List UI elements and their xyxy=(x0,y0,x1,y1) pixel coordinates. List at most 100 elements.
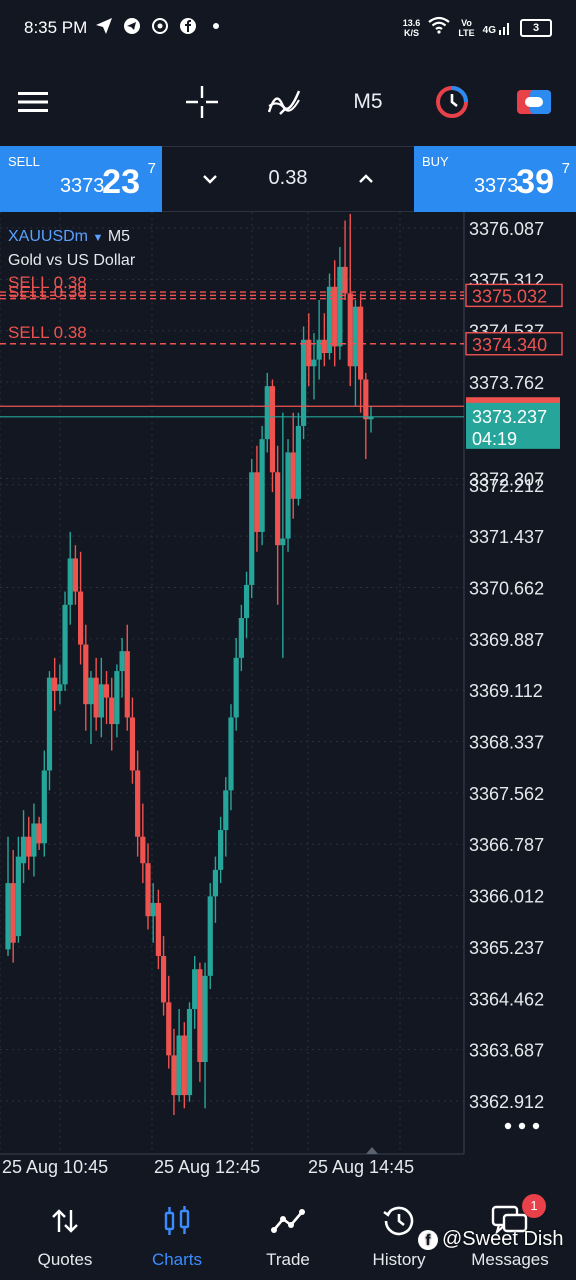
candle-body xyxy=(78,591,84,645)
candle-body xyxy=(145,863,151,917)
candle-body xyxy=(166,1002,172,1056)
candle-body xyxy=(98,684,104,718)
candle-body xyxy=(83,644,89,705)
candle-body xyxy=(223,790,229,831)
candle-body xyxy=(119,651,125,672)
nav-trade[interactable]: Trade xyxy=(236,1204,340,1270)
candle-body xyxy=(186,1008,193,1096)
candle-body xyxy=(160,955,167,1003)
candle-body xyxy=(46,677,53,771)
candle-body xyxy=(233,657,239,718)
symbol-header[interactable]: XAUUSDm ▼ M5 xyxy=(8,228,130,246)
order-price-tag: 3374.340 xyxy=(472,335,547,355)
timeframe-button[interactable]: M5 xyxy=(353,90,383,113)
telegram-icon xyxy=(122,16,142,36)
candle-body xyxy=(135,770,141,837)
candle-body xyxy=(192,969,198,1009)
clock-icon[interactable] xyxy=(432,80,472,124)
bid-price-label: 3373.237 xyxy=(472,407,547,427)
bid-price-tag xyxy=(466,402,560,449)
candle-body xyxy=(36,823,42,844)
candle-body xyxy=(52,677,58,691)
crosshair-icon[interactable] xyxy=(182,80,222,124)
bar-countdown: 04:19 xyxy=(472,429,517,449)
candle-body xyxy=(249,472,255,585)
order-line-label: SELL 0.38 xyxy=(8,273,87,292)
candle-body xyxy=(363,379,369,420)
candle-body xyxy=(264,386,270,440)
time-marker-icon xyxy=(366,1147,378,1154)
y-tick-label: 3365.237 xyxy=(469,938,544,958)
chart-toolbar: M5 xyxy=(0,62,576,146)
candle-body xyxy=(5,883,11,950)
wifi-icon xyxy=(428,16,450,39)
candle-body xyxy=(176,1035,182,1096)
sell-price-pips: 23 xyxy=(102,163,140,201)
buy-button[interactable]: BUY 3373. 39 7 xyxy=(414,146,576,212)
one-click-order-panel: SELL 3373. 23 7 0.38 BUY 3373. 39 7 xyxy=(0,146,576,212)
candle-body xyxy=(129,717,136,771)
chevron-up-icon[interactable] xyxy=(352,165,380,193)
price-chart[interactable]: SELL 0.38 SELL 0.38 SELL 0.38 3376.087 3373… xyxy=(0,212,576,1180)
more-options-icon[interactable] xyxy=(500,1116,544,1136)
menu-icon[interactable] xyxy=(16,80,50,124)
nav-messages[interactable]: Messages xyxy=(458,1204,562,1270)
trade-line-icon xyxy=(236,1204,340,1238)
y-tick-label: 3364.462 xyxy=(469,989,544,1009)
symbol-timeframe: M5 xyxy=(107,228,131,245)
lot-size-input[interactable]: 0.38 xyxy=(268,167,308,189)
candle-body xyxy=(352,306,359,367)
sell-label: SELL xyxy=(8,154,40,169)
candle-body xyxy=(300,339,307,426)
candle-body xyxy=(124,651,130,718)
messages-chat-icon xyxy=(458,1204,562,1238)
charts-candles-icon xyxy=(125,1204,229,1238)
y-tick-label: 3368.337 xyxy=(469,733,544,753)
candle-body xyxy=(342,266,348,294)
status-bar: 8:35 PM 13.6 K/S Vo LTE 4G xyxy=(0,0,576,62)
notification-icons xyxy=(94,16,226,36)
system-status: 13.6 K/S Vo LTE 4G 3 xyxy=(403,16,552,39)
nav-charts[interactable]: Charts xyxy=(125,1204,229,1270)
candle-body xyxy=(368,416,374,420)
candle-body xyxy=(295,425,301,499)
lot-size-control: 0.38 xyxy=(162,146,414,212)
dot-icon xyxy=(206,16,226,36)
whatsapp-icon xyxy=(150,16,170,36)
indicator-icon[interactable] xyxy=(264,80,304,124)
nav-history[interactable]: History xyxy=(347,1204,451,1270)
y-tick-label: 3370.662 xyxy=(469,578,544,598)
dropdown-arrow-icon[interactable]: ▼ xyxy=(92,232,104,244)
watermark-text: @Sweet Dish xyxy=(442,1228,564,1250)
candle-body xyxy=(202,975,208,1062)
paper-plane-icon xyxy=(94,16,114,36)
candle-body xyxy=(269,386,276,473)
one-click-trade-icon[interactable] xyxy=(514,80,554,124)
facebook-icon xyxy=(178,16,198,36)
candle-body xyxy=(228,717,234,791)
candle-body xyxy=(254,472,260,532)
candle-body xyxy=(67,558,73,605)
bottom-navigation: Quotes Charts Trade History Messages xyxy=(0,1186,576,1280)
y-tick-label: 3366.787 xyxy=(469,835,544,855)
order-price-tag-box xyxy=(465,283,563,308)
candle-body xyxy=(347,293,353,367)
sell-button[interactable]: SELL 3373. 23 7 xyxy=(0,146,162,212)
symbol-name[interactable]: XAUUSDm xyxy=(8,228,89,245)
sell-price-point: 7 xyxy=(147,160,156,177)
y-tick-label: 3369.887 xyxy=(469,630,544,650)
candle-body xyxy=(114,671,120,725)
chevron-down-icon[interactable] xyxy=(196,165,224,193)
y-tick-label: 3372.212 xyxy=(469,476,544,496)
candle-body xyxy=(197,969,203,1062)
nav-quotes[interactable]: Quotes xyxy=(13,1204,117,1270)
signal-bars-icon xyxy=(499,22,509,35)
candle-body xyxy=(280,538,286,546)
candle-body xyxy=(290,452,296,499)
order-line-label: SELL 0.38 xyxy=(8,282,87,301)
candle-body xyxy=(31,823,37,857)
candle-body xyxy=(88,677,94,705)
candle-body xyxy=(72,558,79,592)
signal-indicator: 4G xyxy=(483,20,512,36)
